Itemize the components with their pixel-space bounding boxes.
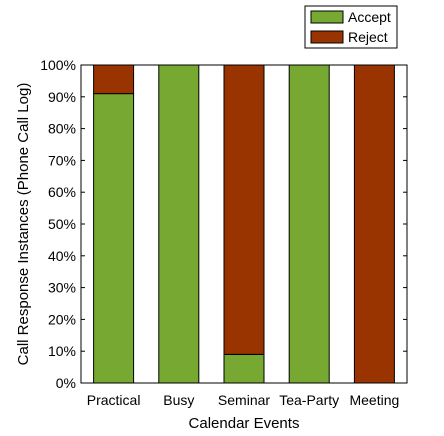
- bar-accept-practical: [93, 93, 135, 384]
- y-tick-label: 80%: [48, 121, 76, 137]
- legend: Accept Reject: [304, 5, 398, 49]
- y-axis-label: Call Response Instances (Phone Call Log): [15, 83, 32, 366]
- y-tick-label: 10%: [48, 343, 76, 359]
- y-tick-label: 40%: [48, 248, 76, 264]
- bar-accept-tea-party: [288, 64, 330, 384]
- y-axis: 0% 10% 20% 30% 40% 50% 60% 70% 80% 90% 100%: [40, 57, 407, 391]
- bar-accept-seminar: [223, 353, 265, 384]
- y-tick-label: 50%: [48, 216, 76, 232]
- y-tick-label: 70%: [48, 152, 76, 168]
- x-axis: Practical Busy Seminar Tea-Party Meeting: [87, 392, 400, 408]
- x-axis-label: Calendar Events: [189, 415, 300, 432]
- bar-reject-practical: [93, 64, 135, 95]
- legend-label-accept: Accept: [348, 9, 391, 25]
- bar-reject-seminar: [223, 64, 265, 355]
- y-tick-label: 20%: [48, 311, 76, 327]
- y-tick-label: 60%: [48, 184, 76, 200]
- x-tick-label: Practical: [87, 392, 141, 408]
- bars-group: [93, 64, 395, 384]
- x-tick-label: Tea-Party: [279, 392, 339, 408]
- y-tick-label: 90%: [48, 89, 76, 105]
- y-tick-label: 0%: [56, 375, 76, 391]
- x-tick-label: Seminar: [218, 392, 270, 408]
- legend-label-reject: Reject: [348, 29, 388, 45]
- x-tick-label: Busy: [163, 392, 194, 408]
- y-tick-label: 30%: [48, 280, 76, 296]
- bar-accept-busy: [158, 64, 200, 384]
- y-tick-label: 100%: [40, 57, 76, 73]
- x-tick-label: Meeting: [349, 392, 399, 408]
- plot-frame: [80, 64, 408, 384]
- legend-swatch-accept: [310, 10, 344, 24]
- bar-reject-meeting: [353, 64, 395, 384]
- legend-swatch-reject: [310, 30, 344, 44]
